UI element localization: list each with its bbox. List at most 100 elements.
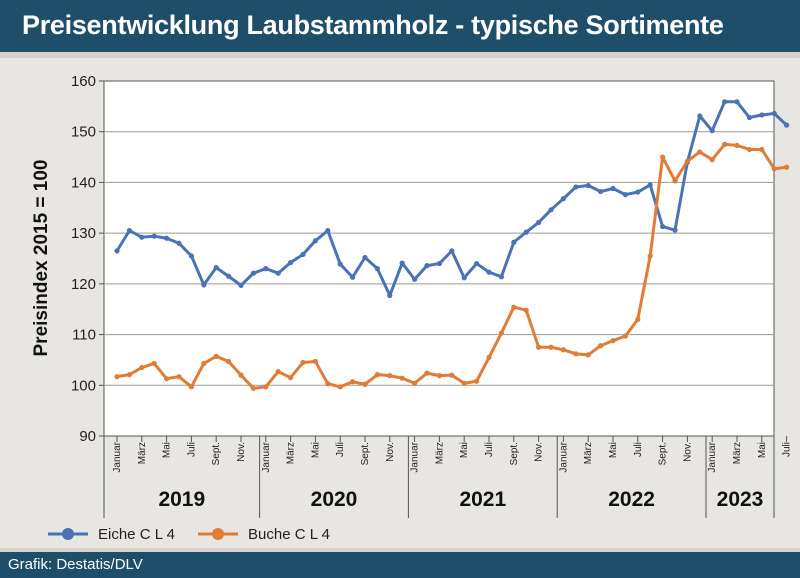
series-group: [114, 99, 790, 391]
data-point: [746, 146, 753, 153]
x-tick-label: Mai: [310, 442, 321, 458]
x-tick-label: Juli: [633, 442, 644, 457]
data-point: [238, 282, 244, 288]
data-point: [635, 189, 641, 195]
data-point: [709, 128, 715, 134]
x-tick-label: März: [732, 442, 743, 464]
data-point: [511, 239, 517, 245]
x-tick-label: Nov.: [534, 442, 545, 462]
data-point: [436, 260, 442, 267]
data-point: [387, 373, 393, 379]
data-point: [759, 146, 765, 153]
x-tick-label: März: [583, 442, 594, 464]
data-point: [660, 223, 666, 230]
data-point: [598, 343, 604, 349]
x-tick-label: Nov.: [385, 442, 396, 462]
data-point: [697, 113, 703, 119]
data-point: [424, 263, 430, 269]
data-point: [399, 375, 405, 381]
data-point: [362, 381, 368, 387]
data-point: [461, 380, 467, 386]
data-point: [536, 219, 542, 226]
data-point: [598, 188, 604, 195]
x-tick-label: Mai: [757, 442, 768, 458]
data-point: [325, 381, 331, 387]
year-label: 2021: [459, 488, 506, 511]
data-point: [213, 265, 219, 271]
data-point: [486, 354, 492, 360]
data-point: [176, 240, 182, 246]
data-point: [126, 372, 132, 378]
x-tick-label: Nov.: [236, 442, 247, 462]
data-point: [771, 110, 777, 117]
data-point: [250, 385, 256, 391]
x-tick-label: Mai: [608, 442, 619, 458]
data-point: [560, 196, 567, 202]
data-point: [622, 333, 629, 339]
legend-label-1: Eiche C L 4: [98, 526, 175, 543]
data-point: [746, 114, 753, 121]
data-point: [164, 235, 170, 241]
y-axis-label: Preisindex 2015 = 100: [31, 159, 52, 356]
data-point: [771, 166, 777, 172]
data-point: [374, 372, 380, 378]
y-tick-label: 140: [71, 174, 96, 191]
x-tick-label: Januar: [558, 441, 569, 472]
data-point: [176, 374, 182, 380]
data-point: [449, 372, 455, 378]
data-point: [585, 182, 591, 189]
legend-marker-2: [212, 528, 224, 540]
data-point: [498, 330, 504, 336]
x-tick-label: Mai: [162, 442, 173, 458]
data-point: [684, 158, 691, 164]
data-point: [312, 238, 318, 244]
x-tick-label: Sept.: [509, 442, 520, 465]
data-point: [474, 378, 480, 384]
data-point: [151, 233, 157, 239]
year-label: 2022: [608, 488, 655, 511]
data-point: [300, 251, 306, 258]
data-point: [399, 260, 405, 266]
data-point: [300, 359, 306, 366]
data-point: [647, 253, 653, 259]
y-tick-label: 90: [79, 428, 96, 445]
data-point: [288, 259, 294, 266]
x-tick-label: Sept.: [360, 442, 371, 465]
source-credit: Grafik: Destatis/DLV: [8, 556, 143, 573]
y-tick-label: 150: [71, 124, 96, 141]
x-tick-label: Januar: [112, 441, 123, 472]
data-point: [523, 307, 529, 313]
x-tick-label: Januar: [707, 441, 718, 472]
y-tick-label: 120: [71, 276, 96, 293]
data-point: [188, 384, 194, 390]
x-tick-label: März: [434, 442, 445, 464]
x-tick-label: März: [286, 442, 297, 464]
page-title: Preisentwicklung Laubstammholz - typisch…: [22, 10, 724, 40]
data-point: [263, 266, 269, 272]
x-tick-label: Juli: [186, 442, 197, 457]
data-point: [374, 266, 380, 272]
x-tick-label: Juli: [782, 442, 793, 457]
data-point: [498, 274, 504, 280]
data-point: [350, 274, 356, 280]
data-point: [784, 164, 790, 170]
data-point: [164, 376, 170, 382]
data-point: [486, 269, 492, 275]
data-point: [362, 254, 368, 261]
data-point: [672, 178, 678, 184]
data-point: [548, 207, 554, 213]
data-point: [263, 384, 269, 390]
data-point: [548, 344, 554, 350]
x-tick-label: Juli: [484, 442, 495, 457]
data-point: [449, 248, 455, 254]
data-point: [337, 261, 343, 267]
data-point: [139, 234, 145, 240]
data-point: [275, 270, 281, 276]
x-tick-label: Januar: [261, 441, 272, 472]
data-point: [511, 304, 517, 310]
data-point: [734, 142, 740, 149]
x-axis: Januar März Mai Juli Sept. Nov. Januar März Mai J…: [103, 436, 793, 518]
data-point: [201, 282, 207, 288]
x-tick-label: Mai: [459, 442, 470, 458]
data-point: [213, 353, 219, 359]
